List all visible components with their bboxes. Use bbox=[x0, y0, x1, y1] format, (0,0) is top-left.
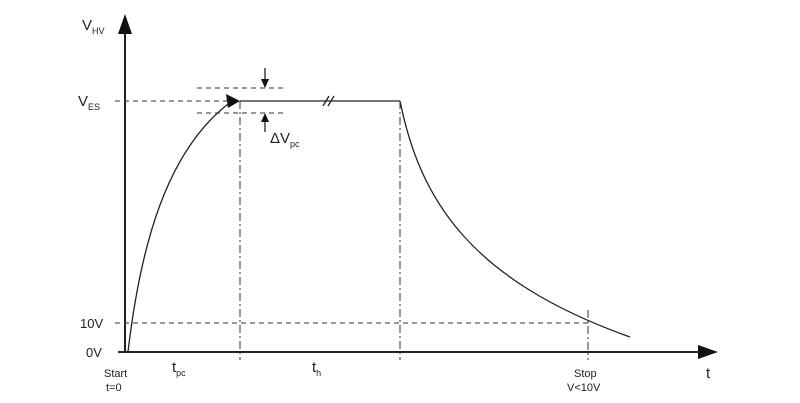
ves-label: VES bbox=[78, 93, 100, 112]
start-label: Start bbox=[104, 368, 127, 380]
delta-arrowhead bbox=[261, 79, 269, 88]
peak-marker bbox=[226, 94, 240, 108]
x-axis-label: t bbox=[706, 365, 711, 382]
y-arrow bbox=[118, 14, 132, 34]
th-label: th bbox=[312, 359, 321, 378]
x-arrow bbox=[698, 345, 718, 359]
start-time: t=0 bbox=[106, 382, 122, 394]
break-mark bbox=[322, 95, 330, 107]
ten-volt-label: 10V bbox=[80, 316, 103, 331]
decay-curve bbox=[399, 100, 631, 338]
tpc-label: tpc bbox=[172, 359, 186, 378]
delta-arrowhead bbox=[261, 113, 269, 122]
y-axis-label: VHV bbox=[82, 17, 105, 36]
stop-condition: V<10V bbox=[567, 382, 601, 394]
delta-label: ΔVpc bbox=[270, 130, 300, 149]
charge-curve bbox=[127, 100, 233, 353]
stop-label: Stop bbox=[574, 368, 597, 380]
break-mark bbox=[327, 95, 335, 107]
zero-volt-label: 0V bbox=[86, 345, 102, 360]
